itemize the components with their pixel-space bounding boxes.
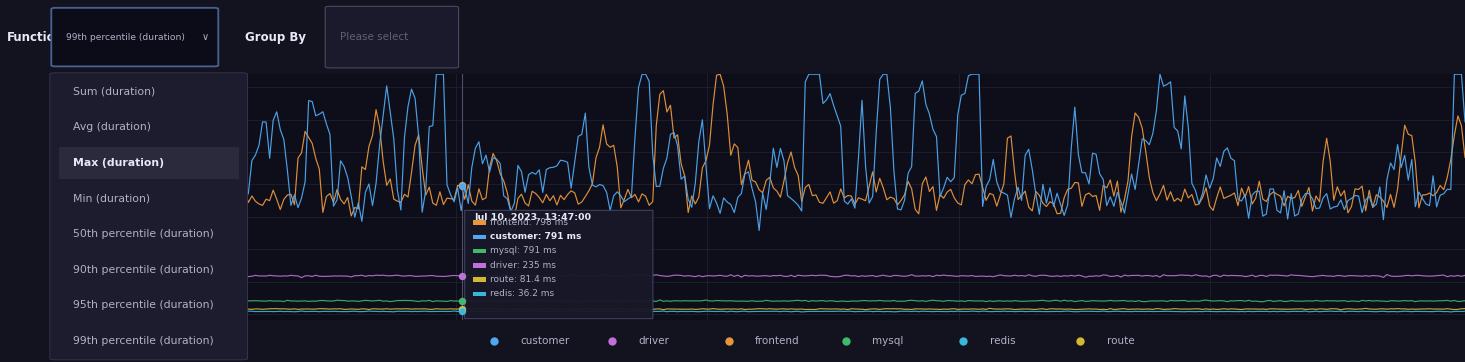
Text: 95th percentile (duration): 95th percentile (duration) [73,300,214,310]
Bar [0,0,227,362]
Text: 50th percentile (duration): 50th percentile (duration) [73,229,214,239]
Text: mysql: mysql [873,336,904,346]
Text: customer: customer [522,336,570,346]
Text: Function: Function [7,31,64,43]
Text: driver: driver [639,336,670,346]
Text: Group By: Group By [245,31,306,43]
Text: driver: 235 ms: driver: 235 ms [489,261,555,270]
Text: Jul 10, 2023, 13:47:00: Jul 10, 2023, 13:47:00 [475,214,592,223]
Text: mysql: 791 ms: mysql: 791 ms [489,247,555,256]
Text: ∨: ∨ [202,32,208,42]
Text: Max (duration): Max (duration) [73,158,164,168]
Text: 90th percentile (duration): 90th percentile (duration) [73,265,214,274]
Bar [473,291,486,296]
FancyBboxPatch shape [325,7,459,68]
Bar [0,0,1465,74]
Text: route: route [1108,336,1134,346]
Text: 99th percentile (duration): 99th percentile (duration) [73,336,214,346]
Text: Min (duration): Min (duration) [73,194,151,203]
Text: Please select: Please select [340,32,409,42]
Text: Sum (duration): Sum (duration) [73,87,155,97]
Bar [0,320,1465,362]
Text: frontend: frontend [756,336,800,346]
FancyBboxPatch shape [464,210,653,319]
Text: frontend: 798 ms: frontend: 798 ms [489,218,567,227]
Text: redis: 36.2 ms: redis: 36.2 ms [489,289,554,298]
Bar [473,277,486,282]
Text: 99th percentile (duration): 99th percentile (duration) [66,33,185,42]
Text: customer: 791 ms: customer: 791 ms [489,232,582,241]
Bar [473,263,486,268]
Bar [473,249,486,253]
Bar [59,147,239,178]
FancyBboxPatch shape [51,8,218,66]
Text: route: 81.4 ms: route: 81.4 ms [489,275,555,284]
Text: redis: redis [990,336,1015,346]
Text: Avg (duration): Avg (duration) [73,122,151,132]
Bar [473,235,486,239]
FancyBboxPatch shape [50,73,248,360]
Bar [473,220,486,225]
